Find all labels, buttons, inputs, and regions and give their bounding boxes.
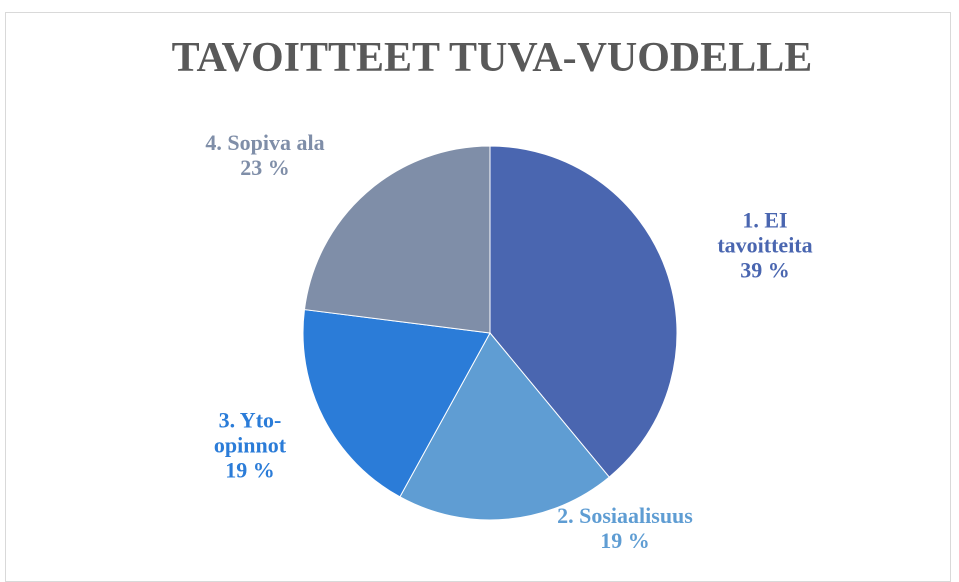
value-label: 39 %: [740, 257, 790, 283]
value-label: 23 %: [240, 155, 290, 180]
value-label: 19 %: [600, 528, 650, 553]
category-label: 2. Sosiaalisuus: [557, 503, 693, 528]
chart: TAVOITTEET TUVA-VUODELLE 1. EI tavoittei…: [5, 12, 951, 582]
pie-slice: [489, 145, 678, 478]
pie: [302, 145, 678, 521]
value-label: 19 %: [225, 457, 275, 483]
slice-label: 3. Yto-opinnot 19 %: [195, 408, 305, 483]
category-label: 3. Yto-opinnot: [213, 407, 287, 458]
slice-label: 4. Sopiva ala 23 %: [165, 130, 365, 180]
pie-slice: [302, 309, 491, 498]
category-label: 1. EI tavoitteita: [717, 207, 813, 258]
pie-slice: [399, 332, 610, 521]
slice-label: 1. EI tavoitteita 39 %: [700, 208, 830, 283]
pie-slice: [303, 145, 491, 334]
slice-label: 2. Sosiaalisuus 19 %: [535, 503, 715, 553]
category-label: 4. Sopiva ala: [205, 130, 325, 155]
chart-title: TAVOITTEET TUVA-VUODELLE: [171, 35, 813, 81]
